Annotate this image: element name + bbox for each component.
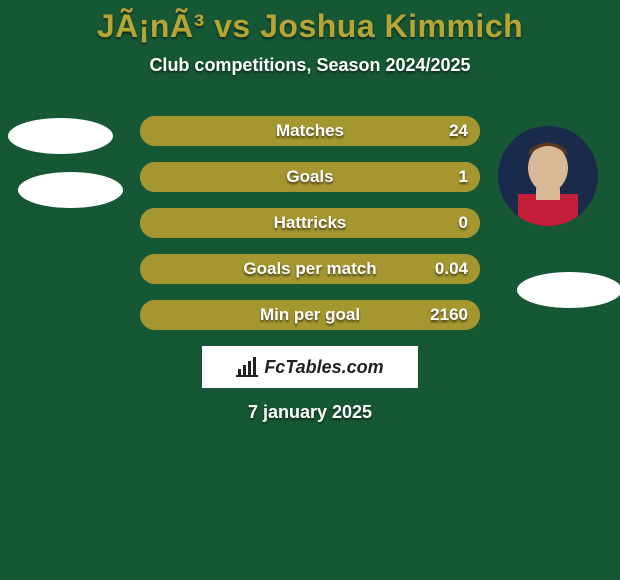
stat-bar: 0Hattricks (140, 208, 480, 238)
stat-label: Min per goal (140, 300, 480, 330)
avatar-portrait-icon (498, 126, 598, 226)
player-right-avatar (498, 126, 598, 226)
stat-bar: 1Goals (140, 162, 480, 192)
stat-label: Goals per match (140, 254, 480, 284)
date-text: 7 january 2025 (0, 402, 620, 423)
stat-label: Goals (140, 162, 480, 192)
player-right-avatar-placeholder-2 (517, 272, 620, 308)
stat-bar: 0.04Goals per match (140, 254, 480, 284)
stat-bar: 24Matches (140, 116, 480, 146)
player-left-avatar-placeholder-2 (18, 172, 123, 208)
page-title: JÃ¡nÃ³ vs Joshua Kimmich (0, 0, 620, 45)
stat-bar: 2160Min per goal (140, 300, 480, 330)
branding-banner: FcTables.com (202, 346, 418, 388)
stat-label: Hattricks (140, 208, 480, 238)
stat-label: Matches (140, 116, 480, 146)
branding-text: FcTables.com (264, 357, 383, 378)
player-left-avatar-placeholder-1 (8, 118, 113, 154)
subtitle: Club competitions, Season 2024/2025 (0, 55, 620, 76)
branding-chart-icon (236, 357, 260, 377)
